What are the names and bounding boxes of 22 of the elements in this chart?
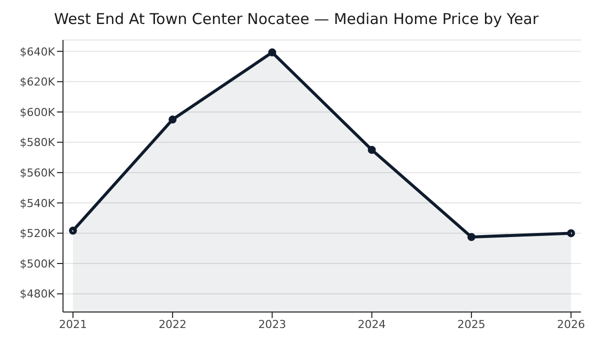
point [567,229,576,238]
chart-title: West End At Town Center Nocatee — Median Home Price by Year [53,9,540,30]
y-tick-label: $600K [20,106,56,119]
y-tick-label: $480K [20,288,56,301]
point [368,146,376,154]
x-tick-label: 2025 [457,318,486,331]
x-tick-label: 2026 [557,318,586,331]
y-tick-label: $620K [20,76,56,89]
x-tick-label: 2022 [158,318,187,331]
y-tick-label: $560K [20,166,56,180]
x-tick-label: 2021 [58,318,87,331]
y-tick-label: $540K [20,196,56,210]
y-tick-label: $580K [20,136,56,150]
point [467,232,476,241]
point [168,116,177,124]
x-tick-label: 2024 [358,318,386,331]
y-tick-label: $520K [20,227,56,240]
y-tick-label: $500K [20,257,56,270]
point [268,48,276,56]
x-tick-label: 2023 [258,318,286,331]
y-tick-label: $640K [20,45,56,58]
point [68,226,77,235]
